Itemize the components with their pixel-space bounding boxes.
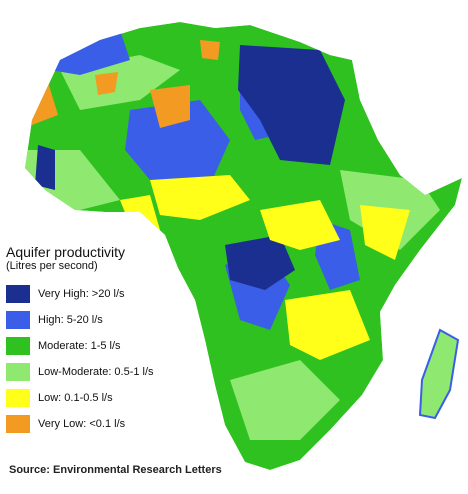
source-credit: Source: Environmental Research Letters <box>9 464 222 476</box>
legend-label: High: 5-20 l/s <box>38 314 103 326</box>
legend-swatch <box>6 389 30 407</box>
legend-label: Low-Moderate: 0.5-1 l/s <box>38 366 154 378</box>
legend-swatch <box>6 415 30 433</box>
legend-label: Low: 0.1-0.5 l/s <box>38 392 113 404</box>
low-region <box>260 200 340 250</box>
low-region <box>150 175 250 220</box>
legend-item-low-moderate: Low-Moderate: 0.5-1 l/s <box>6 359 206 385</box>
legend-swatch <box>6 363 30 381</box>
very-low-region <box>200 40 220 60</box>
legend-item-low: Low: 0.1-0.5 l/s <box>6 385 206 411</box>
legend-swatch <box>6 285 30 303</box>
legend-label: Very High: >20 l/s <box>38 288 125 300</box>
legend-subtitle: (Litres per second) <box>6 260 98 272</box>
madagascar <box>418 328 460 420</box>
legend-label: Very Low: <0.1 l/s <box>38 418 126 430</box>
high-region <box>125 100 230 185</box>
legend-swatch <box>6 311 30 329</box>
legend-swatch <box>6 337 30 355</box>
very-high-region <box>225 235 295 290</box>
low-moderate-region <box>230 360 340 440</box>
low-region <box>360 205 410 260</box>
legend-item-high: High: 5-20 l/s <box>6 307 206 333</box>
very-low-region <box>150 85 190 128</box>
map-legend: Aquifer productivity (Litres per second)… <box>6 244 206 437</box>
legend-title: Aquifer productivity <box>6 244 126 260</box>
legend-item-moderate: Moderate: 1-5 l/s <box>6 333 206 359</box>
legend-item-very-high: Very High: >20 l/s <box>6 281 206 307</box>
legend-item-very-low: Very Low: <0.1 l/s <box>6 411 206 437</box>
very-high-region <box>238 45 345 165</box>
legend-label: Moderate: 1-5 l/s <box>38 340 121 352</box>
very-low-region <box>95 72 118 95</box>
very-high-region <box>35 145 55 190</box>
low-region <box>285 290 370 360</box>
